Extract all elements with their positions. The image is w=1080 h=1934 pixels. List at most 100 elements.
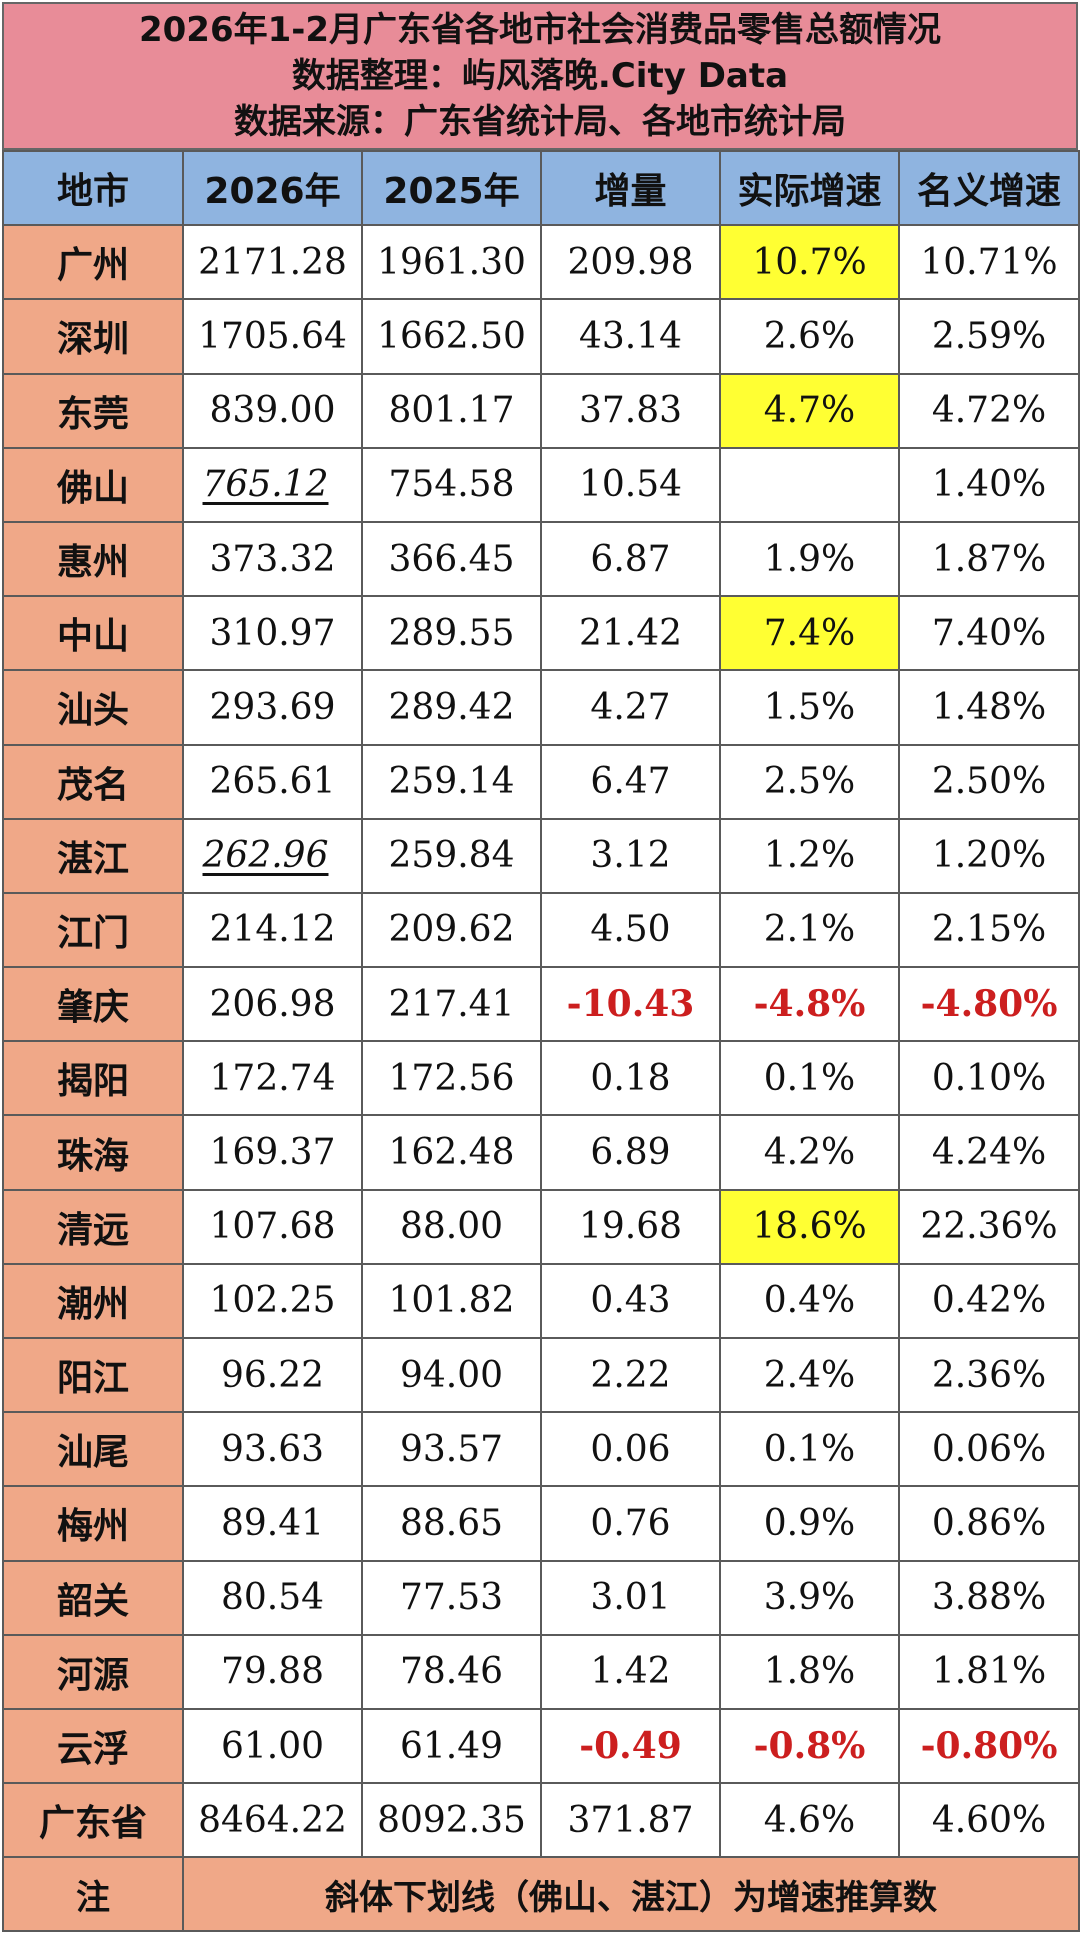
value-2025-cell: 93.57 <box>361 1411 542 1488</box>
delta-cell: 6.89 <box>540 1114 721 1191</box>
value-2026-cell: 172.74 <box>182 1040 363 1117</box>
nominal-growth-cell: 22.36% <box>898 1188 1080 1265</box>
data-source-line: 数据来源：广东省统计局、各地市统计局 <box>234 102 846 142</box>
table-row: 深圳 1705.64 1662.50 43.14 2.6% 2.59% <box>2 298 1080 375</box>
value-2026-cell: 839.00 <box>182 372 363 449</box>
estimated-value: 765.12 <box>202 464 329 506</box>
table-row: 云浮 61.00 61.49 -0.49 -0.8% -0.80% <box>2 1707 1080 1785</box>
real-growth-cell: 1.5% <box>719 669 900 746</box>
nominal-growth-cell: 2.59% <box>898 298 1080 375</box>
value-2025-cell: 366.45 <box>361 520 542 598</box>
value-2026-cell: 206.98 <box>182 966 363 1043</box>
nominal-growth-cell: 7.40% <box>898 595 1080 672</box>
real-growth-cell: 4.2% <box>719 1114 900 1191</box>
nominal-growth-cell: 4.72% <box>898 372 1080 449</box>
delta-cell: 0.43 <box>540 1262 721 1340</box>
table-row: 湛江 262.96 259.84 3.12 1.2% 1.20% <box>2 817 1080 894</box>
header-city: 地市 <box>2 149 184 227</box>
real-growth-cell <box>719 446 900 523</box>
city-cell: 广州 <box>2 224 184 301</box>
value-2025-cell: 94.00 <box>361 1336 542 1414</box>
nominal-growth-cell: 1.40% <box>898 446 1080 523</box>
city-cell: 梅州 <box>2 1485 184 1562</box>
nominal-growth-cell: 10.71% <box>898 224 1080 301</box>
value-2025-cell: 259.14 <box>361 743 542 820</box>
value-2026-cell: 8464.22 <box>182 1782 363 1859</box>
value-2026-cell: 93.63 <box>182 1411 363 1488</box>
table-row: 梅州 89.41 88.65 0.76 0.9% 0.86% <box>2 1485 1080 1562</box>
table-row: 东莞 839.00 801.17 37.83 4.7% 4.72% <box>2 372 1080 449</box>
retail-sales-table: 地市 2026年 2025年 增量 实际增速 名义增速 广州 2171.28 196… <box>2 149 1080 1933</box>
header-2025: 2025年 <box>361 149 542 227</box>
value-2025-cell: 8092.35 <box>361 1782 542 1859</box>
value-2026-cell: 265.61 <box>182 743 363 820</box>
delta-cell: 19.68 <box>540 1188 721 1265</box>
table-row: 肇庆 206.98 217.41 -10.43 -4.8% -4.80% <box>2 966 1080 1043</box>
value-2026-cell: 169.37 <box>182 1114 363 1191</box>
data-compiler-line: 数据整理：屿风落晚.City Data <box>291 56 789 96</box>
city-cell: 东莞 <box>2 372 184 449</box>
real-growth-cell: 4.6% <box>719 1782 900 1859</box>
delta-cell: 2.22 <box>540 1336 721 1414</box>
nominal-growth-cell: 0.10% <box>898 1040 1080 1117</box>
table-row: 茂名 265.61 259.14 6.47 2.5% 2.50% <box>2 743 1080 820</box>
delta-cell: -0.49 <box>540 1707 721 1785</box>
real-growth-cell: 1.8% <box>719 1633 900 1710</box>
city-cell: 汕尾 <box>2 1411 184 1488</box>
real-growth-cell: 0.1% <box>719 1040 900 1117</box>
value-2026-cell: 61.00 <box>182 1707 363 1785</box>
table-row: 中山 310.97 289.55 21.42 7.4% 7.40% <box>2 595 1080 672</box>
table-row: 韶关 80.54 77.53 3.01 3.9% 3.88% <box>2 1559 1080 1636</box>
value-2026-cell: 310.97 <box>182 595 363 672</box>
delta-cell: 3.12 <box>540 817 721 894</box>
real-growth-cell: 1.9% <box>719 520 900 598</box>
table-row: 广州 2171.28 1961.30 209.98 10.7% 10.71% <box>2 224 1080 301</box>
header-2026: 2026年 <box>182 149 363 227</box>
city-cell: 揭阳 <box>2 1040 184 1117</box>
nominal-growth-cell: 1.87% <box>898 520 1080 598</box>
header-real-growth: 实际增速 <box>719 149 900 227</box>
nominal-growth-cell: 1.81% <box>898 1633 1080 1710</box>
value-2025-cell: 1662.50 <box>361 298 542 375</box>
real-growth-cell: -4.8% <box>719 966 900 1043</box>
real-growth-cell: 2.6% <box>719 298 900 375</box>
value-2025-cell: 88.65 <box>361 1485 542 1562</box>
value-2025-cell: 289.55 <box>361 595 542 672</box>
city-cell: 茂名 <box>2 743 184 820</box>
delta-cell: 6.47 <box>540 743 721 820</box>
value-2026-cell: 262.96 <box>182 817 363 894</box>
estimated-value: 262.96 <box>202 835 329 877</box>
city-cell: 汕头 <box>2 669 184 746</box>
value-2025-cell: 209.62 <box>361 891 542 969</box>
value-2026-cell: 293.69 <box>182 669 363 746</box>
note-label: 注 <box>2 1856 184 1933</box>
real-growth-cell: 3.9% <box>719 1559 900 1636</box>
delta-cell: 0.76 <box>540 1485 721 1562</box>
real-growth-cell: 7.4% <box>719 595 900 672</box>
real-growth-cell: 18.6% <box>719 1188 900 1265</box>
value-2026-cell: 214.12 <box>182 891 363 969</box>
delta-cell: 37.83 <box>540 372 721 449</box>
delta-cell: 0.06 <box>540 1411 721 1488</box>
delta-cell: 1.42 <box>540 1633 721 1710</box>
table-row: 清远 107.68 88.00 19.68 18.6% 22.36% <box>2 1188 1080 1265</box>
nominal-growth-cell: 2.15% <box>898 891 1080 969</box>
table-row: 阳江 96.22 94.00 2.22 2.4% 2.36% <box>2 1336 1080 1414</box>
value-2025-cell: 88.00 <box>361 1188 542 1265</box>
city-cell: 江门 <box>2 891 184 969</box>
nominal-growth-cell: 2.36% <box>898 1336 1080 1414</box>
city-cell: 阳江 <box>2 1336 184 1414</box>
table-row: 河源 79.88 78.46 1.42 1.8% 1.81% <box>2 1633 1080 1710</box>
nominal-growth-cell: 0.86% <box>898 1485 1080 1562</box>
value-2025-cell: 259.84 <box>361 817 542 894</box>
value-2025-cell: 801.17 <box>361 372 542 449</box>
note-text: 斜体下划线（佛山、湛江）为增速推算数 <box>182 1856 1080 1933</box>
table-row: 汕头 293.69 289.42 4.27 1.5% 1.48% <box>2 669 1080 746</box>
city-cell: 佛山 <box>2 446 184 523</box>
real-growth-cell: 0.1% <box>719 1411 900 1488</box>
real-growth-cell: 10.7% <box>719 224 900 301</box>
delta-cell: -10.43 <box>540 966 721 1043</box>
table-row: 揭阳 172.74 172.56 0.18 0.1% 0.10% <box>2 1040 1080 1117</box>
real-growth-cell: 2.1% <box>719 891 900 969</box>
